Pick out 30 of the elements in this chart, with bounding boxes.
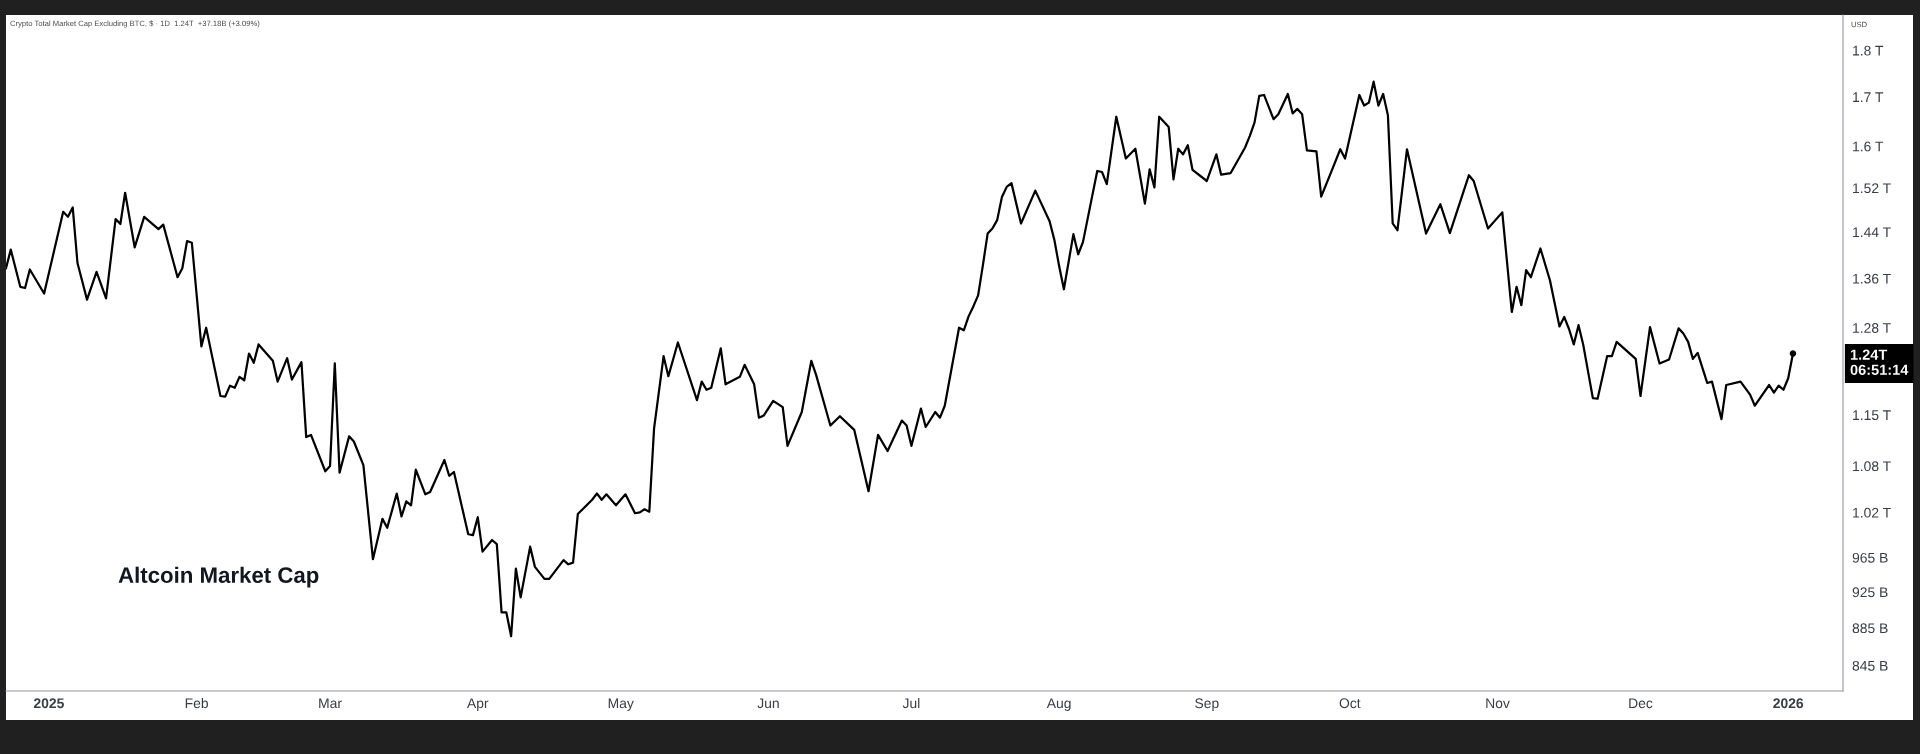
y-tick-label: 1.15 T	[1853, 410, 1891, 421]
y-tick-label: 1.28 T	[1853, 323, 1891, 333]
x-tick-label: Oct	[1339, 698, 1361, 709]
y-tick-label: 885 B	[1852, 623, 1888, 634]
x-tick-label: Feb	[185, 697, 208, 709]
line-series	[6, 80, 1795, 638]
x-tick-label: 2026	[1773, 698, 1804, 709]
text: Altcoin Market Cap	[118, 566, 319, 588]
y-tick-label: 925 B	[1852, 587, 1888, 598]
y-tick-label: 845 B	[1852, 660, 1888, 671]
y-tick-label: 1.08 T	[1853, 461, 1891, 472]
y-tick-label: 1.7 T	[1853, 92, 1884, 102]
x-tick-label: Dec	[1629, 698, 1653, 709]
y-tick-label: 1.02 T	[1853, 507, 1891, 518]
x-tick-label: Jul	[902, 697, 920, 709]
text: 1.24T 06:51:14	[1850, 349, 1909, 375]
x-tick-label: Nov	[1486, 698, 1510, 709]
y-tick-label: 1.8 T	[1853, 45, 1884, 56]
y-tick-label: 1.6 T	[1853, 141, 1884, 152]
x-tick-label: May	[608, 698, 634, 711]
x-tick-label: Sep	[1195, 698, 1219, 711]
x-tick-label: Aug	[1046, 698, 1071, 711]
x-tick-label: Mar	[319, 698, 342, 709]
x-tick-label: Apr	[466, 698, 489, 711]
x-tick-label: Jun	[757, 698, 779, 709]
x-tick-label: 2025	[33, 698, 64, 709]
y-tick-label: 1.36 T	[1853, 273, 1891, 284]
y-tick-label: 965 B	[1852, 552, 1888, 563]
y-tick-label: 1.52 T	[1853, 183, 1891, 194]
y-tick-label: 1.44 T	[1853, 227, 1891, 237]
